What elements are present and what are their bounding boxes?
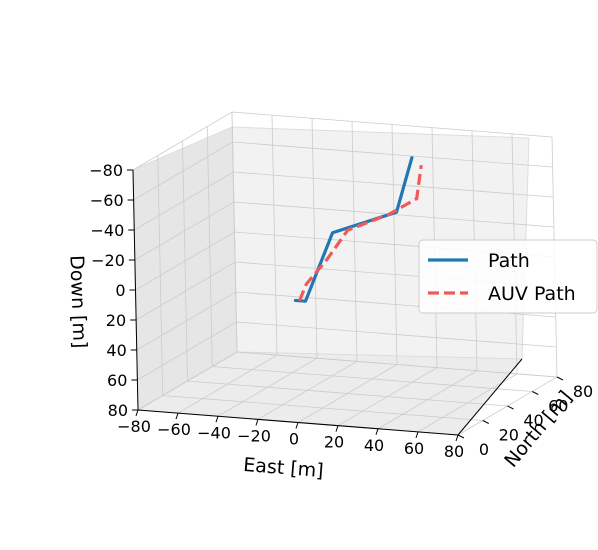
x-axis-title: East [m] [243, 454, 325, 482]
y-tick-label: 60 [548, 397, 568, 416]
x-tick-label: 0 [289, 430, 299, 449]
y-tick-label: 20 [499, 426, 519, 445]
x-tick-mark [215, 416, 219, 423]
x-tick-label: −80 [117, 417, 151, 436]
x-tick-label: −60 [157, 420, 191, 439]
y-tick-mark [556, 376, 564, 381]
z-tick-label: 20 [106, 311, 126, 330]
y-tick-label: 80 [573, 382, 593, 401]
z-tick-label: −40 [90, 221, 124, 240]
x-tick-mark [255, 419, 259, 426]
x-tick-mark [295, 422, 299, 429]
z-tick-label: 80 [108, 401, 128, 420]
legend-path-label: Path [488, 250, 530, 272]
series-path-line [293, 156, 414, 303]
y-tick-mark [532, 391, 539, 395]
x-tick-label: 40 [364, 436, 384, 455]
grid-line-z [137, 351, 558, 411]
legend: Path AUV Path [418, 239, 598, 314]
x-tick-mark [335, 425, 339, 432]
grid-line-z [137, 321, 557, 381]
grid-line-z [132, 111, 553, 171]
z-axis-title: Down [m] [65, 255, 90, 349]
x-tick-mark [415, 431, 419, 439]
y-axis-line [457, 358, 523, 436]
z-tick-label: −60 [90, 191, 124, 210]
z-tick-label: −20 [91, 251, 125, 270]
z-tick-label: 40 [106, 341, 126, 360]
z-tick-label: 60 [107, 371, 127, 390]
legend-auv-path-label: AUV Path [488, 283, 576, 305]
x-tick-mark [455, 434, 459, 442]
x-tick-label: 20 [324, 433, 344, 452]
z-tick-label: −80 [89, 161, 123, 180]
x-tick-mark [175, 412, 179, 420]
y-tick-mark [457, 434, 465, 439]
tick-layer: −80 −60 −40 −20 0 20 40 60 80 020406080−80−60−40−… [89, 161, 593, 461]
x-tick-label: −20 [237, 426, 271, 445]
series-layer [293, 156, 423, 303]
y-tick-mark [507, 405, 514, 410]
series-auv-path-line [298, 165, 423, 302]
x-tick-label: 80 [444, 442, 464, 461]
legend-box [418, 239, 598, 314]
y-tick-label: 40 [523, 411, 543, 430]
z-tick-label: 0 [115, 281, 125, 300]
x-tick-label: −40 [197, 423, 231, 442]
grid-line-z [134, 201, 554, 261]
x-tick-label: 60 [404, 439, 424, 458]
y-tick-mark [482, 420, 489, 424]
x-tick-mark [135, 409, 139, 417]
x-tick-mark [375, 428, 379, 435]
grid-line-z [133, 141, 553, 201]
grid-line-z [134, 171, 554, 231]
y-tick-label: 0 [479, 440, 489, 459]
